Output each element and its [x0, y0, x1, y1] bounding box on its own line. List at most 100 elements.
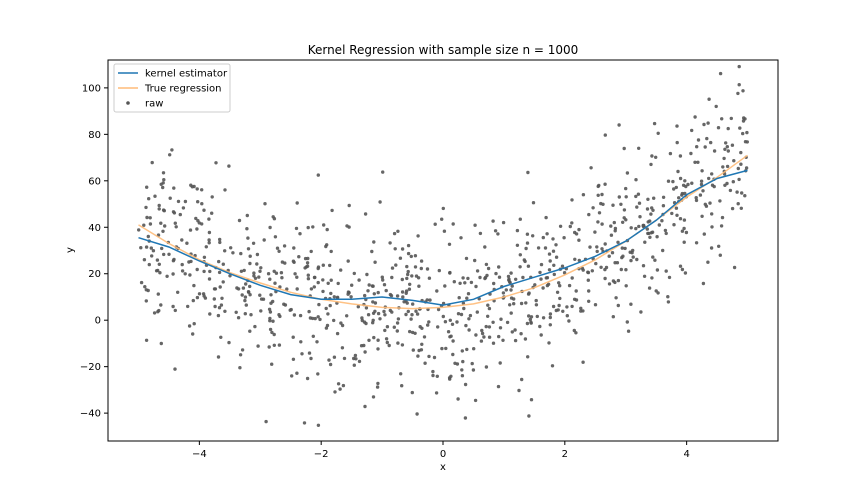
- scatter-point: [463, 382, 468, 387]
- scatter-point: [395, 294, 400, 298]
- scatter-point: [724, 141, 728, 145]
- scatter-point: [645, 207, 650, 211]
- x-tick-label: −2: [314, 449, 329, 460]
- scatter-point: [277, 313, 281, 317]
- scatter-point: [423, 361, 427, 365]
- legend-entry-raw: raw: [126, 99, 163, 110]
- scatter-point: [144, 338, 149, 342]
- scatter-point: [603, 267, 607, 272]
- scatter-point: [622, 146, 626, 151]
- scatter-point: [152, 311, 157, 315]
- scatter-point: [383, 313, 387, 317]
- scatter-point: [227, 164, 231, 168]
- scatter-point: [539, 262, 544, 267]
- scatter-point: [610, 251, 615, 255]
- scatter-point: [309, 249, 313, 254]
- scatter-point: [239, 269, 244, 273]
- scatter-point: [261, 297, 266, 301]
- scatter-point: [484, 365, 489, 369]
- scatter-point: [617, 123, 621, 127]
- scatter-point: [223, 309, 227, 313]
- scatter-point: [295, 371, 299, 375]
- scatter-point: [306, 256, 310, 261]
- scatter-point: [218, 240, 222, 245]
- legend-box: [113, 63, 231, 113]
- scatter-point: [554, 243, 558, 247]
- scatter-point: [272, 343, 276, 347]
- scatter-point: [219, 335, 223, 339]
- scatter-point: [538, 324, 542, 329]
- scatter-point: [370, 249, 374, 254]
- scatter-point: [137, 228, 141, 232]
- scatter-point: [446, 330, 451, 334]
- scatter-point: [593, 303, 598, 307]
- scatter-point: [376, 381, 380, 386]
- scatter-point: [395, 329, 399, 333]
- scatter-point: [596, 220, 600, 224]
- scatter-point: [448, 318, 452, 322]
- scatter-point: [436, 325, 440, 329]
- scatter-point: [525, 241, 530, 245]
- scatter-point: [460, 349, 464, 353]
- scatter-point: [316, 173, 320, 177]
- scatter-point: [268, 277, 272, 281]
- scatter-point: [710, 212, 714, 216]
- scatter-point: [498, 361, 502, 365]
- scatter-point: [528, 317, 532, 322]
- scatter-point: [216, 355, 221, 359]
- scatter-point: [666, 300, 671, 304]
- x-axis: −4 −2 0 2 4: [192, 441, 690, 460]
- scatter-point: [459, 236, 463, 240]
- scatter-point: [616, 240, 620, 244]
- scatter-point: [473, 258, 477, 263]
- scatter-point: [315, 340, 319, 344]
- scatter-point: [359, 344, 364, 348]
- scatter-point: [316, 280, 320, 285]
- scatter-point: [737, 177, 741, 182]
- scatter-point: [161, 171, 166, 175]
- y-tick-label: −20: [80, 362, 101, 373]
- scatter-point: [730, 143, 735, 147]
- scatter-point: [660, 219, 664, 223]
- scatter-point: [529, 398, 534, 402]
- scatter-point: [142, 258, 147, 262]
- scatter-point: [518, 217, 522, 221]
- scatter-point: [145, 185, 149, 189]
- scatter-point: [637, 146, 641, 150]
- scatter-point: [278, 285, 282, 289]
- scatter-point: [709, 140, 713, 145]
- scatter-point: [596, 193, 600, 197]
- scatter-point: [176, 199, 181, 204]
- scatter-point: [285, 287, 289, 291]
- scatter-point: [346, 292, 350, 296]
- scatter-point: [667, 275, 672, 280]
- scatter-point: [333, 390, 337, 394]
- scatter-point: [560, 264, 565, 268]
- scatter-point: [171, 259, 176, 263]
- scatter-point: [557, 303, 561, 308]
- scatter-point: [332, 295, 336, 299]
- scatter-point: [202, 255, 207, 259]
- scatter-point: [339, 268, 343, 272]
- scatter-point: [725, 164, 730, 169]
- scatter-point: [707, 97, 711, 101]
- scatter-point: [384, 288, 388, 293]
- scatter-point: [324, 306, 328, 311]
- scatter-point: [350, 283, 354, 287]
- scatter-point: [664, 269, 668, 273]
- scatter-point: [240, 293, 244, 297]
- scatter-point: [597, 211, 602, 215]
- scatter-point: [663, 228, 668, 233]
- scatter-point: [406, 309, 410, 314]
- plot-area-frame: [107, 59, 779, 442]
- scatter-point: [451, 352, 455, 357]
- scatter-point: [650, 206, 654, 210]
- scatter-point: [246, 247, 251, 251]
- scatter-point: [352, 271, 356, 276]
- scatter-point: [739, 150, 743, 155]
- scatter-point: [722, 156, 726, 161]
- scatter-point: [295, 201, 299, 205]
- scatter-point: [520, 377, 524, 382]
- scatter-point: [381, 278, 385, 282]
- scatter-point: [465, 296, 469, 300]
